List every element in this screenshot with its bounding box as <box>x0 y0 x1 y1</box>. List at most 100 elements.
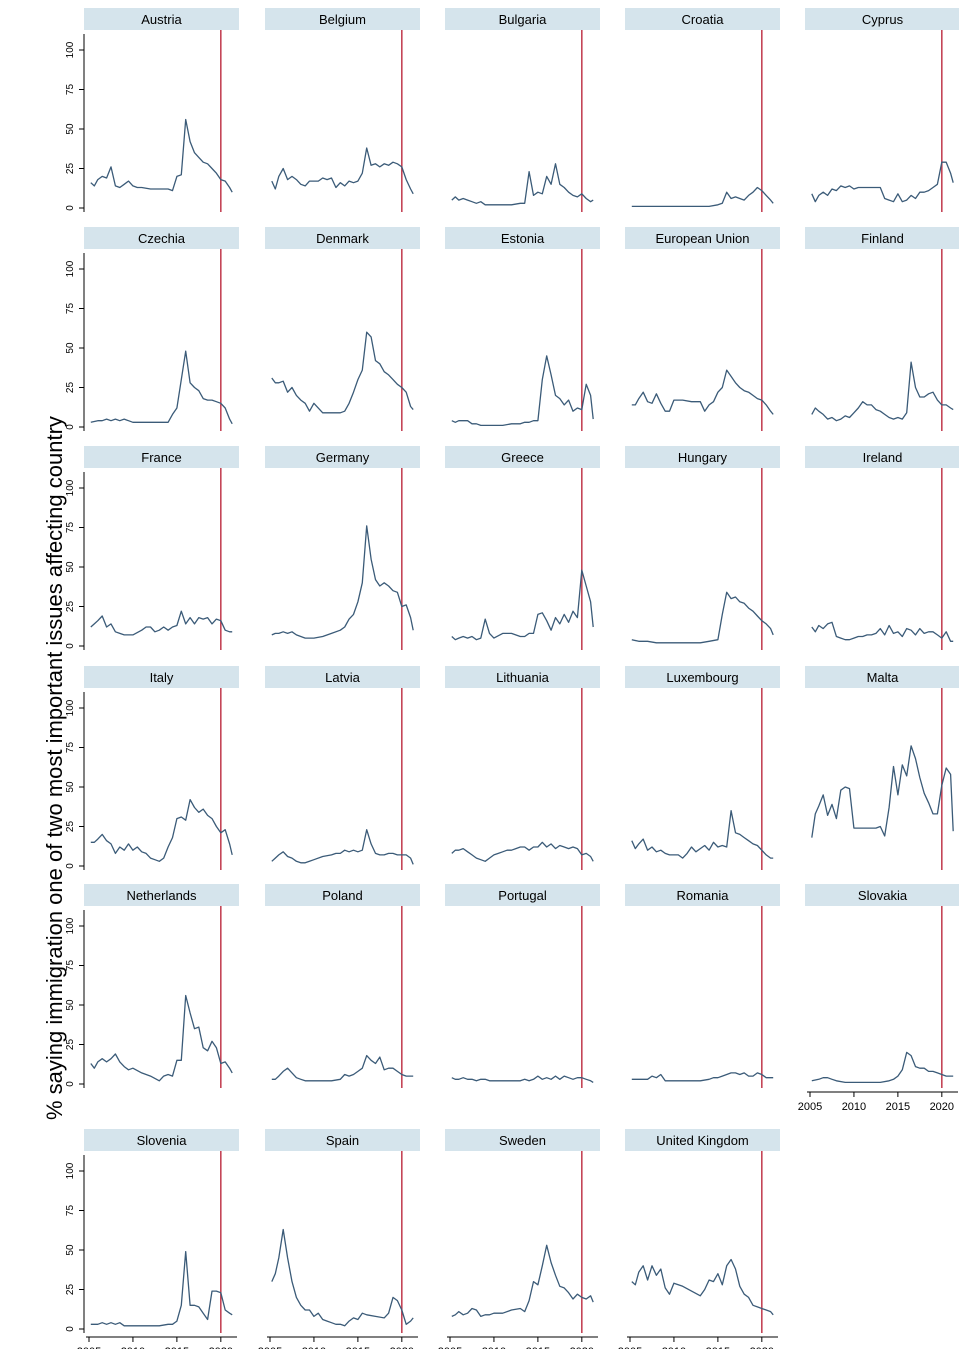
panel-title-bulgaria: Bulgaria <box>499 12 547 27</box>
panel-title-belgium: Belgium <box>319 12 366 27</box>
panel-title-poland: Poland <box>322 888 362 903</box>
series-line-belgium <box>271 147 414 195</box>
panel-strip-united-kingdom <box>625 1129 780 1151</box>
panel-strip-germany <box>265 446 420 468</box>
panel-title-greece: Greece <box>501 450 544 465</box>
panel-title-romania: Romania <box>676 888 729 903</box>
panel-strip-croatia <box>625 8 780 30</box>
panel-strip-poland <box>265 884 420 906</box>
panel-strip-cyprus <box>805 8 959 30</box>
y-tick-label-netherlands-0: 0 <box>65 1081 76 1087</box>
panel-strip-ireland <box>805 446 959 468</box>
panel-strip-lithuania <box>445 666 600 688</box>
y-tick-label-france-100: 100 <box>65 479 76 496</box>
series-line-estonia <box>451 355 594 427</box>
panel-strip-spain <box>265 1129 420 1151</box>
panel-strip-sweden <box>445 1129 600 1151</box>
y-tick-label-austria-100: 100 <box>65 41 76 58</box>
series-line-luxembourg <box>631 810 774 859</box>
panel-strip-slovakia <box>805 884 959 906</box>
y-tick-label-slovenia-75: 75 <box>65 1205 76 1217</box>
series-line-poland <box>271 1054 414 1082</box>
y-tick-label-slovenia-100: 100 <box>65 1162 76 1179</box>
panel-strip-estonia <box>445 227 600 249</box>
panel-title-italy: Italy <box>150 670 174 685</box>
panel-title-malta: Malta <box>867 670 900 685</box>
y-tick-label-austria-25: 25 <box>65 163 76 175</box>
y-tick-label-italy-25: 25 <box>65 821 76 833</box>
panel-title-ireland: Ireland <box>863 450 903 465</box>
series-line-cyprus <box>811 161 954 203</box>
panel-title-cyprus: Cyprus <box>862 12 904 27</box>
y-tick-label-czechia-0: 0 <box>65 424 76 430</box>
panel-strip-portugal <box>445 884 600 906</box>
series-line-sweden <box>451 1244 594 1318</box>
panel-title-slovakia: Slovakia <box>858 888 908 903</box>
series-line-austria <box>90 118 233 193</box>
panel-title-united-kingdom: United Kingdom <box>656 1133 749 1148</box>
y-tick-label-austria-50: 50 <box>65 123 76 135</box>
series-line-lithuania <box>451 841 594 862</box>
series-line-slovenia <box>90 1250 233 1327</box>
panel-strip-belgium <box>265 8 420 30</box>
y-tick-label-france-75: 75 <box>65 522 76 534</box>
series-line-croatia <box>631 186 774 208</box>
panel-strip-finland <box>805 227 959 249</box>
series-line-denmark <box>271 331 414 414</box>
panel-title-denmark: Denmark <box>316 231 369 246</box>
y-axis-label-container: % saying immigration one of two most imp… <box>0 0 70 1349</box>
series-line-ireland <box>811 621 954 642</box>
panel-title-estonia: Estonia <box>501 231 545 246</box>
panel-strip-czechia <box>84 227 239 249</box>
y-tick-label-czechia-25: 25 <box>65 382 76 394</box>
y-tick-label-austria-75: 75 <box>65 84 76 96</box>
panel-strip-luxembourg <box>625 666 780 688</box>
series-line-czechia <box>90 350 233 425</box>
panel-title-luxembourg: Luxembourg <box>666 670 738 685</box>
y-tick-label-czechia-50: 50 <box>65 342 76 354</box>
series-line-romania <box>631 1072 774 1082</box>
y-tick-label-czechia-100: 100 <box>65 260 76 277</box>
panel-title-croatia: Croatia <box>682 12 725 27</box>
x-tick-label-slovakia-2010: 2010 <box>842 1101 866 1113</box>
panel-strip-european-union <box>625 227 780 249</box>
y-tick-label-czechia-75: 75 <box>65 303 76 315</box>
series-line-latvia <box>271 829 414 865</box>
y-tick-label-france-0: 0 <box>65 643 76 649</box>
panel-title-lithuania: Lithuania <box>496 670 550 685</box>
y-tick-label-slovenia-50: 50 <box>65 1244 76 1256</box>
panel-title-czechia: Czechia <box>138 231 186 246</box>
series-line-netherlands <box>90 994 233 1082</box>
y-tick-label-italy-100: 100 <box>65 699 76 716</box>
x-tick-label-slovakia-2005: 2005 <box>798 1101 822 1113</box>
panel-strip-malta <box>805 666 959 688</box>
y-tick-label-slovenia-25: 25 <box>65 1284 76 1296</box>
y-tick-label-netherlands-50: 50 <box>65 999 76 1011</box>
panel-strip-denmark <box>265 227 420 249</box>
series-line-finland <box>811 361 954 422</box>
panel-title-finland: Finland <box>861 231 904 246</box>
y-tick-label-france-25: 25 <box>65 601 76 613</box>
panel-strip-netherlands <box>84 884 239 906</box>
series-line-slovakia <box>811 1051 954 1084</box>
series-line-spain <box>271 1228 414 1327</box>
panel-title-slovenia: Slovenia <box>137 1133 188 1148</box>
y-tick-label-italy-50: 50 <box>65 781 76 793</box>
y-axis-label: % saying immigration one of two most imp… <box>42 416 67 1120</box>
panel-title-hungary: Hungary <box>678 450 728 465</box>
series-line-italy <box>90 798 233 862</box>
series-line-european-union <box>631 369 774 415</box>
panel-strip-greece <box>445 446 600 468</box>
series-line-france <box>90 610 233 636</box>
panel-title-sweden: Sweden <box>499 1133 546 1148</box>
y-tick-label-austria-0: 0 <box>65 205 76 211</box>
panel-strip-latvia <box>265 666 420 688</box>
y-tick-label-italy-0: 0 <box>65 863 76 869</box>
y-tick-label-netherlands-75: 75 <box>65 960 76 972</box>
series-line-germany <box>271 525 414 639</box>
panel-strip-romania <box>625 884 780 906</box>
panel-title-france: France <box>141 450 181 465</box>
panel-strip-slovenia <box>84 1129 239 1151</box>
panel-title-latvia: Latvia <box>325 670 360 685</box>
